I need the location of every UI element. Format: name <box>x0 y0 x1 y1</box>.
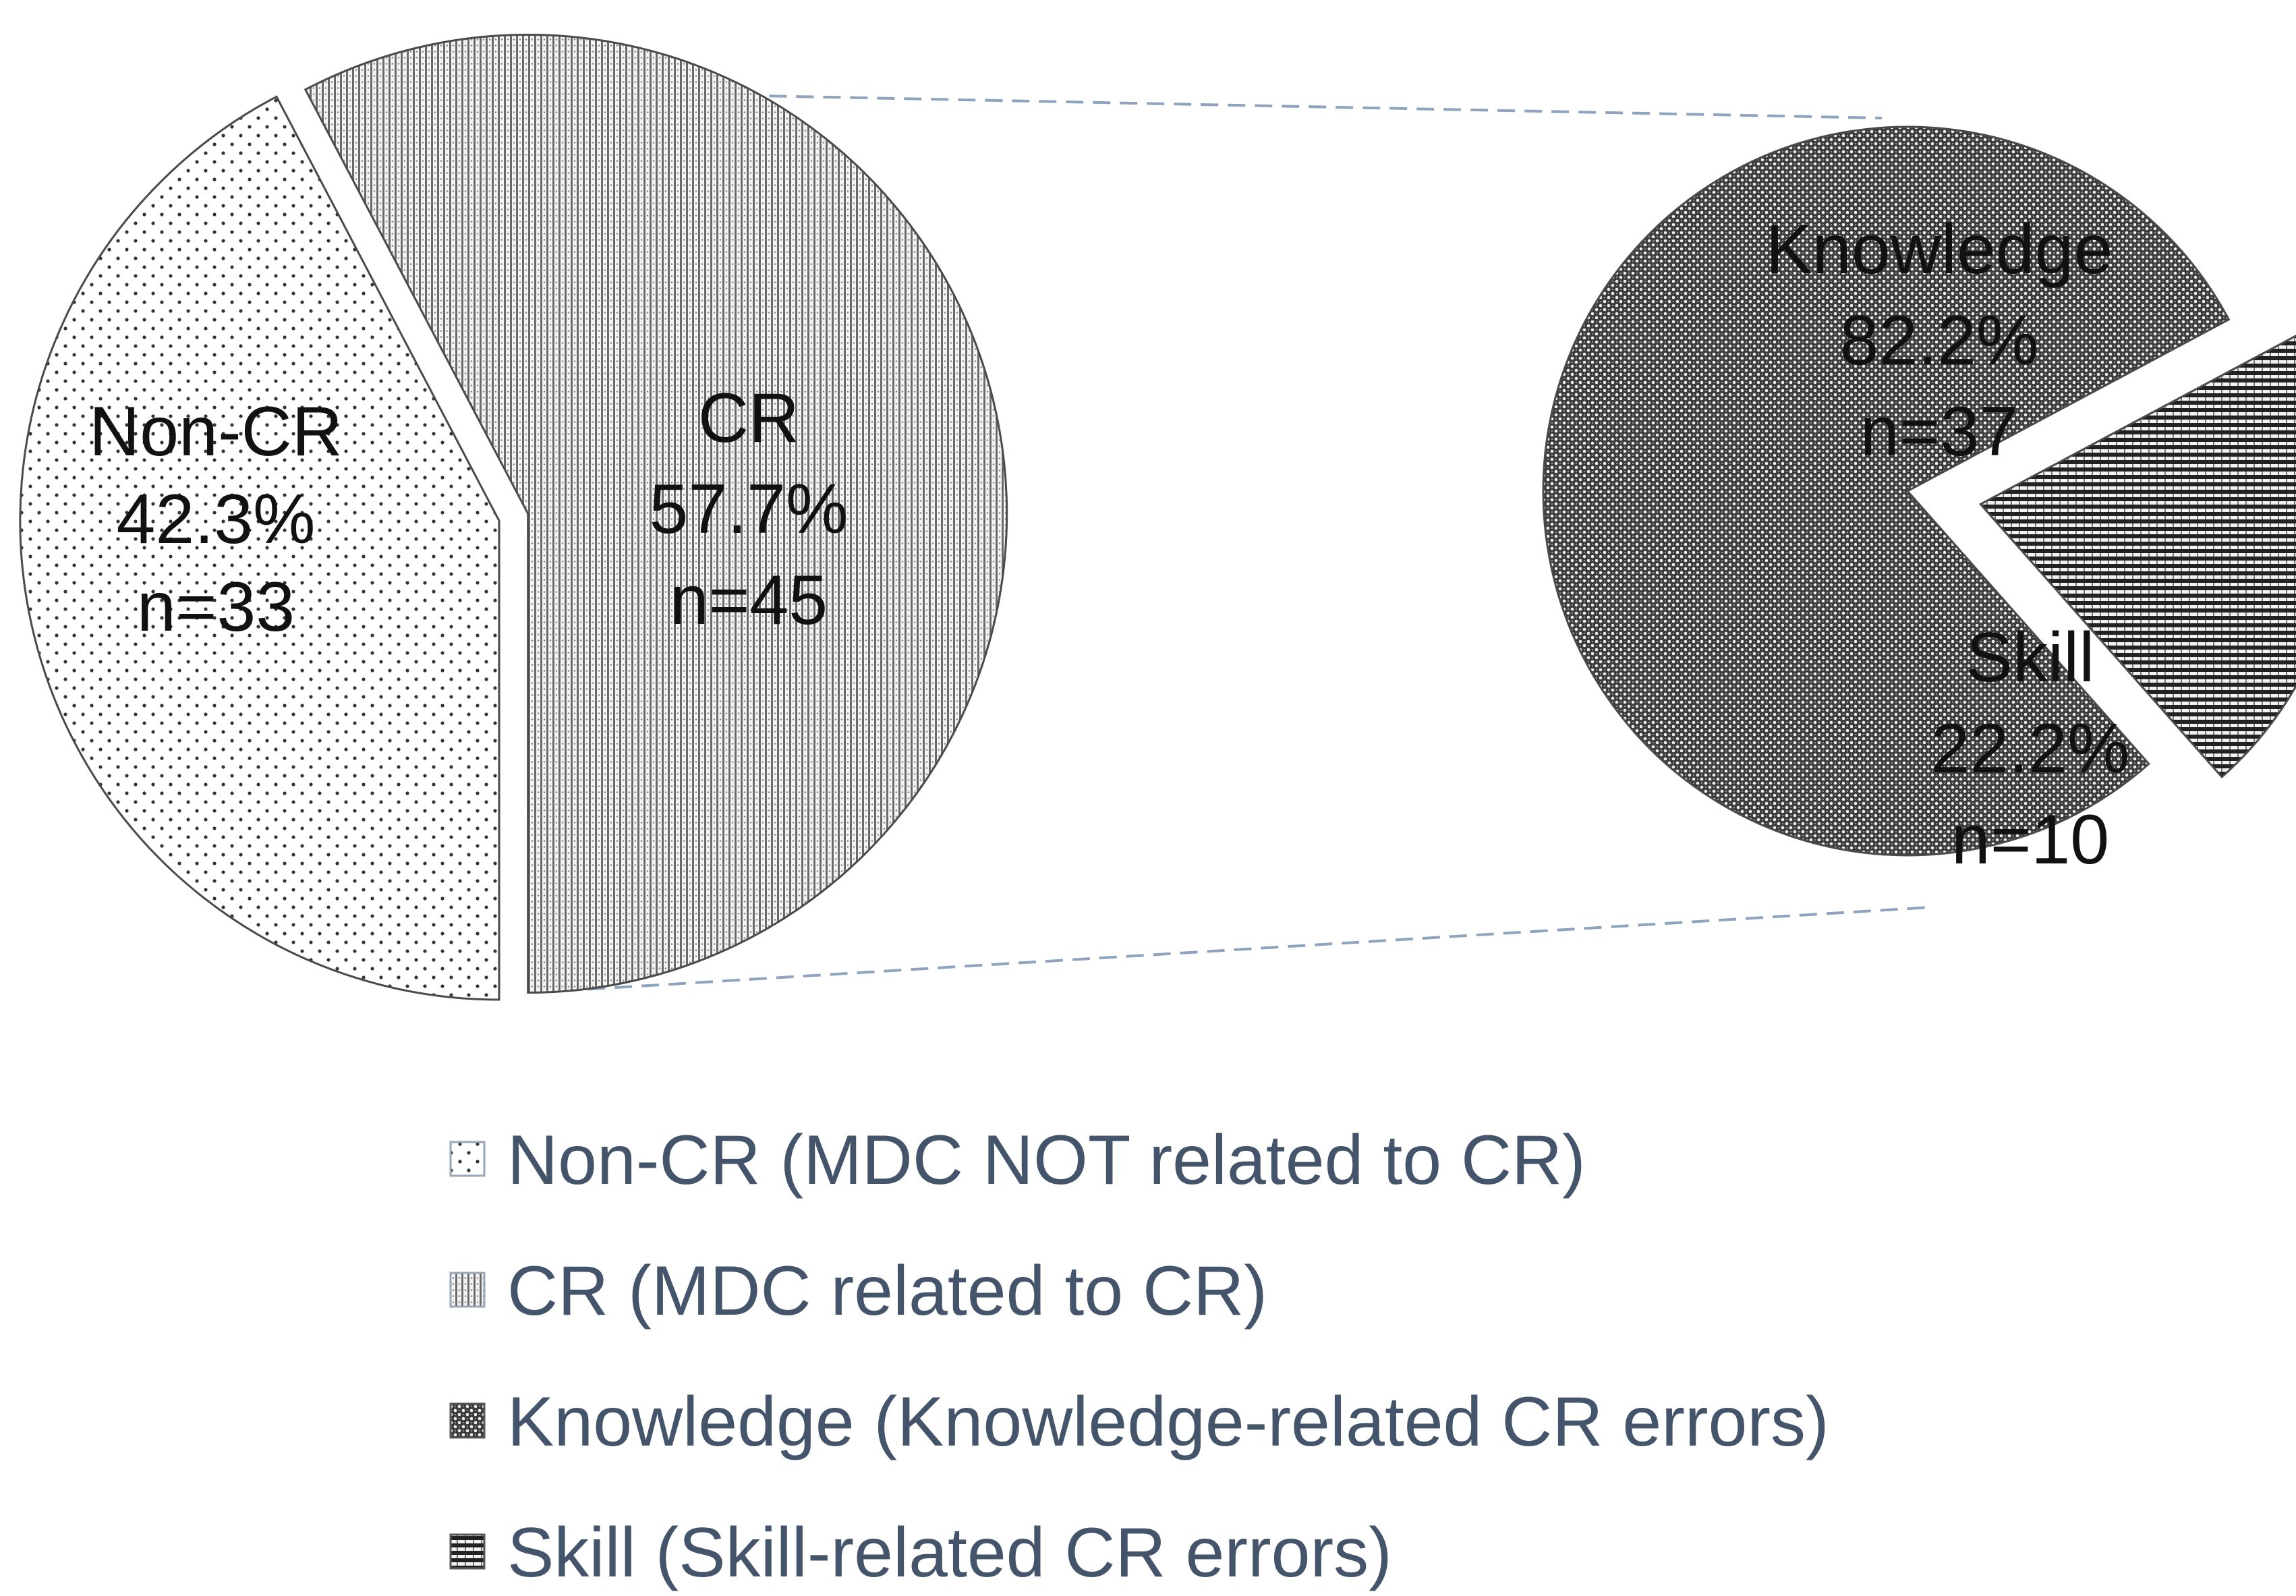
connector-lines <box>310 85 1931 994</box>
legend-swatch-noncr <box>449 1141 486 1177</box>
slice-label-knowledge-percent: 82.2% <box>1840 302 2039 380</box>
legend-label-knowledge: Knowledge (Knowledge-related CR errors) <box>507 1383 1829 1461</box>
legend: Non-CR (MDC NOT related to CR) CR (MDC r… <box>449 1121 1829 1592</box>
slice-label-noncr-percent: 42.3% <box>117 480 316 559</box>
slice-knowledge <box>1542 125 2231 857</box>
slice-label-cr-count: n=45 <box>670 561 828 639</box>
legend-label-cr: CR (MDC related to CR) <box>507 1252 1267 1330</box>
legend-label-noncr: Non-CR (MDC NOT related to CR) <box>507 1121 1586 1199</box>
legend-swatch-knowledge <box>449 1402 486 1439</box>
main-pie-labels: Non-CR 42.3% n=33 CR 57.7% n=45 <box>89 379 848 646</box>
legend-item-knowledge: Knowledge (Knowledge-related CR errors) <box>449 1383 1829 1461</box>
connector-line-top <box>310 85 1883 119</box>
legend-swatch-cr <box>449 1272 486 1308</box>
legend-item-noncr: Non-CR (MDC NOT related to CR) <box>449 1121 1586 1199</box>
slice-label-skill-name: Skill <box>1966 619 2095 697</box>
slice-cr <box>304 34 1008 994</box>
slice-label-cr-percent: 57.7% <box>650 470 849 548</box>
legend-label-skill: Skill (Skill-related CR errors) <box>507 1514 1392 1592</box>
connector-line-bottom <box>534 906 1931 994</box>
main-pie <box>19 34 1008 1001</box>
slice-label-noncr-name: Non-CR <box>89 393 343 471</box>
legend-swatch-skill <box>449 1533 486 1570</box>
slice-label-knowledge-name: Knowledge <box>1766 210 2113 289</box>
slice-label-skill-count: n=10 <box>1951 801 2109 879</box>
slice-label-skill-percent: 22.2% <box>1931 710 2130 788</box>
slice-skill <box>1978 335 2296 779</box>
legend-item-cr: CR (MDC related to CR) <box>449 1252 1267 1330</box>
slice-label-knowledge-count: n=37 <box>1860 393 2018 471</box>
legend-item-skill: Skill (Skill-related CR errors) <box>449 1514 1392 1592</box>
slice-noncr <box>19 95 500 1001</box>
secondary-pie-labels: Knowledge 82.2% n=37 Skill 22.2% n=10 <box>1766 210 2130 879</box>
slice-label-cr-name: CR <box>698 379 799 457</box>
slice-label-noncr-count: n=33 <box>137 568 295 646</box>
secondary-pie <box>1542 125 2296 857</box>
